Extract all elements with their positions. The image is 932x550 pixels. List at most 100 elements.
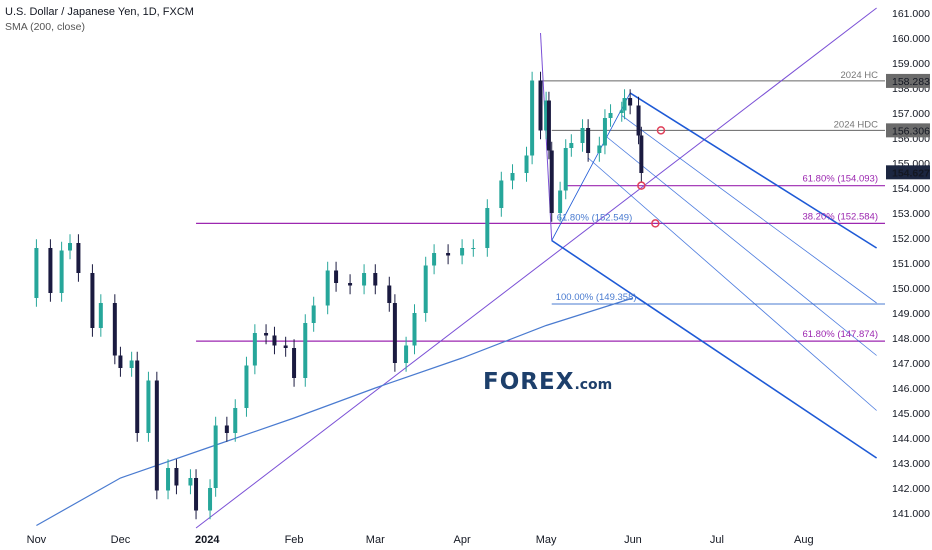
pitchfork-inner: [587, 157, 877, 411]
x-tick-label: Nov: [27, 534, 47, 546]
candle-body: [129, 360, 134, 368]
candle-body: [76, 243, 81, 273]
price-box: [886, 123, 930, 138]
candle-body: [303, 323, 308, 378]
candle-body: [387, 285, 392, 303]
level-label: 61.80% (147.874): [802, 329, 878, 340]
candle-body: [174, 468, 179, 486]
candle-body: [166, 468, 171, 491]
pitchfork-upper: [629, 92, 878, 249]
candle-body: [580, 128, 585, 143]
candle-body: [233, 408, 238, 433]
sma200-line: [36, 297, 634, 527]
candle-body: [558, 190, 563, 213]
candle-body: [549, 150, 554, 213]
y-tick-label: 154.000: [892, 183, 930, 195]
candle-body: [98, 303, 103, 328]
candle-body: [446, 253, 451, 256]
x-tick-label: Feb: [285, 534, 304, 546]
markers: [637, 126, 666, 228]
candle-body: [619, 110, 624, 113]
x-tick-label: Apr: [454, 534, 471, 546]
candle-body: [48, 248, 53, 293]
y-tick-label: 143.000: [892, 458, 930, 470]
chart-title: U.S. Dollar / Japanese Yen, 1D, FXCM: [5, 6, 194, 18]
candle-body: [362, 273, 367, 286]
y-tick-label: 149.000: [892, 308, 930, 320]
candle-body: [244, 365, 249, 408]
candle-body: [423, 265, 428, 313]
pitchfork-connector: [551, 92, 631, 241]
candle-body: [510, 173, 515, 181]
price-box-label: 158.283: [892, 76, 930, 88]
candle-body: [252, 333, 257, 366]
candle-body: [264, 333, 269, 336]
candle-body: [636, 105, 641, 136]
y-tick-label: 142.000: [892, 483, 930, 495]
candle-body: [639, 135, 644, 173]
level-label: 2024 HDC: [834, 119, 878, 130]
candle-body: [135, 360, 140, 433]
y-tick-label: 160.000: [892, 33, 930, 45]
candle-body: [348, 283, 353, 286]
trendlines: [195, 7, 878, 529]
candle-body: [524, 155, 529, 173]
x-tick-label: Mar: [366, 534, 385, 546]
candle-body: [530, 80, 535, 156]
candle-body: [118, 355, 123, 368]
level-label: 100.00% (149.358): [556, 292, 637, 303]
price-box-label: 156.306: [892, 125, 930, 137]
candle-body: [112, 303, 117, 356]
candle-body: [597, 145, 602, 153]
candle-body: [213, 425, 218, 488]
y-tick-label: 159.000: [892, 58, 930, 70]
pitchfork-lower: [551, 239, 878, 459]
y-tick-label: 151.000: [892, 258, 930, 270]
y-tick-label: 152.000: [892, 233, 930, 245]
candle-body: [622, 98, 627, 111]
candle-body: [34, 248, 39, 298]
level-labels: 2024 HC 158.283 2024 HDC 156.306 61.80% (154…: [556, 70, 930, 340]
candle-body: [404, 345, 409, 363]
candle-body: [373, 273, 378, 286]
indicator-label: SMA (200, close): [5, 21, 85, 33]
candle-body: [311, 305, 316, 323]
sma-line: [36, 297, 634, 527]
candle-body: [569, 143, 574, 148]
candle-body: [563, 148, 568, 191]
y-tick-label: 145.000: [892, 408, 930, 420]
candle-body: [224, 425, 229, 433]
y-tick-label: 148.000: [892, 333, 930, 345]
candle-body: [485, 208, 490, 248]
support-trendline: [195, 7, 877, 529]
candle-body: [188, 478, 193, 486]
candle-body: [538, 80, 543, 131]
candle-body: [602, 118, 607, 146]
price-box: [886, 73, 930, 88]
candle-body: [334, 270, 339, 283]
level-label: 2024 HC: [841, 70, 879, 81]
level-marker: [651, 219, 660, 228]
horizontal-levels: [196, 80, 885, 342]
x-tick-label: Dec: [111, 534, 131, 546]
y-tick-label: 146.000: [892, 383, 930, 395]
candle-body: [325, 270, 330, 306]
candle-body: [68, 243, 73, 251]
candle-body: [471, 248, 476, 249]
x-tick-label: Aug: [794, 534, 814, 546]
candle-body: [499, 180, 504, 208]
forex-logo: FOREX.com: [483, 369, 613, 395]
candle-body: [432, 253, 437, 266]
candle-body: [59, 250, 64, 293]
x-tick-label: Jul: [710, 534, 724, 546]
candle-body: [146, 380, 151, 433]
pitchfork-inner: [621, 115, 877, 304]
level-label: 61.80% (154.093): [802, 174, 878, 185]
level-label: 61.80% (152.549): [557, 212, 633, 223]
x-tick-label: Jun: [624, 534, 642, 546]
candle-body: [392, 303, 397, 363]
candle-body: [608, 113, 613, 118]
y-tick-label: 161.000: [892, 8, 930, 20]
current-price-label: 154.627: [892, 167, 930, 179]
